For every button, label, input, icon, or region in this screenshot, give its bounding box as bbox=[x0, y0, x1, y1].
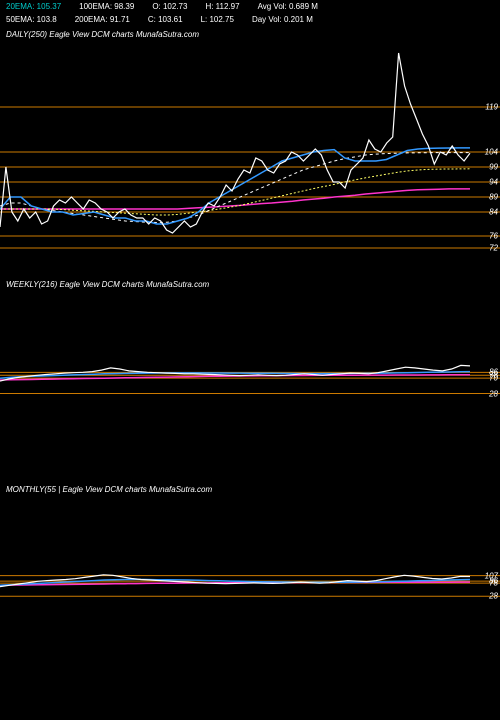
header-metric: Day Vol: 0.201 M bbox=[252, 15, 313, 24]
y-axis-label: 89 bbox=[489, 193, 498, 202]
header-metric: L: 102.75 bbox=[201, 15, 234, 24]
y-axis-label: 99 bbox=[489, 163, 498, 172]
panel-title: MONTHLY(55 | Eagle View DCM charts Munaf… bbox=[6, 485, 212, 494]
header-metric: 20EMA: 105.37 bbox=[6, 2, 61, 11]
y-axis-label: 119 bbox=[485, 103, 498, 112]
header-metric: 100EMA: 98.39 bbox=[79, 2, 134, 11]
header-row: 50EMA: 103.8 200EMA: 91.71 C: 103.61 L: 102… bbox=[0, 13, 500, 26]
chart-panel: MONTHLY(55 | Eagle View DCM charts Munaf… bbox=[0, 481, 500, 686]
chart-panel: WEEKLY(216) Eagle View DCM charts Munafa… bbox=[0, 276, 500, 481]
chart-svg bbox=[0, 26, 500, 276]
y-axis-label: 78 bbox=[489, 579, 498, 588]
header-metric: C: 103.61 bbox=[148, 15, 183, 24]
panel-title: WEEKLY(216) Eagle View DCM charts Munafa… bbox=[6, 280, 209, 289]
header-metric: Avg Vol: 0.689 M bbox=[258, 2, 318, 11]
y-axis-label: 28 bbox=[489, 592, 498, 601]
header-row: 20EMA: 105.37 100EMA: 98.39 O: 102.73 H: 11… bbox=[0, 0, 500, 13]
chart-panel: DAILY(250) Eagle View DCM charts MunafaS… bbox=[0, 26, 500, 276]
y-axis-label: 72 bbox=[489, 244, 498, 253]
header-metric: 200EMA: 91.71 bbox=[75, 15, 130, 24]
y-axis-label: 84 bbox=[489, 208, 498, 217]
header-metric: H: 112.97 bbox=[205, 2, 239, 11]
y-axis-label: 94 bbox=[489, 178, 498, 187]
y-axis-label: 76 bbox=[489, 232, 498, 241]
panel-title: DAILY(250) Eagle View DCM charts MunafaS… bbox=[6, 30, 199, 39]
header-metric: O: 102.73 bbox=[152, 2, 187, 11]
chart-svg bbox=[0, 481, 500, 686]
header-metric: 50EMA: 103.8 bbox=[6, 15, 57, 24]
chart-svg bbox=[0, 276, 500, 481]
series-100ema bbox=[0, 169, 470, 215]
y-axis-label: 104 bbox=[485, 148, 498, 157]
y-axis-label: 70 bbox=[489, 374, 498, 383]
y-axis-label: 28 bbox=[489, 389, 498, 398]
